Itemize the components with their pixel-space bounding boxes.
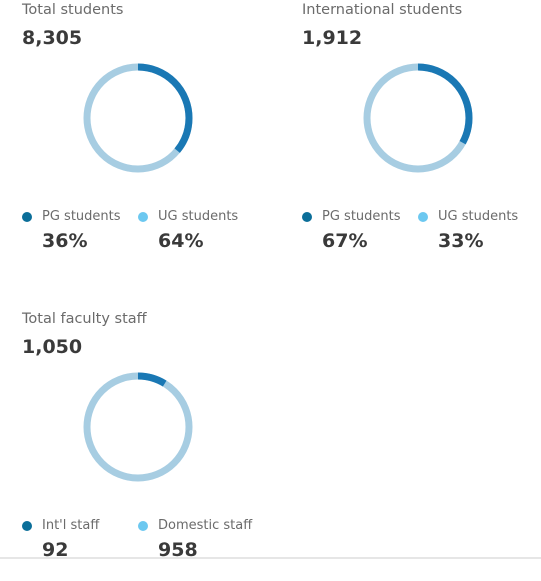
legend-item: Int'l staff 92 [22,518,152,564]
legend-item: PG students 36% [22,209,152,255]
legend-dot [138,212,148,222]
legend-item: UG students 33% [418,209,541,255]
legend-value: 92 [42,539,69,561]
legend-dot [418,212,428,222]
legend-value: 958 [158,539,198,561]
legend-value: 67% [322,230,368,252]
legend-label: UG students [438,209,519,224]
chart-title: Total students [22,2,124,18]
donut-chart [83,372,193,482]
panel-international-students: International students 1,912 PG students… [302,2,541,272]
donut-chart [363,63,473,173]
legend-dot [138,521,148,531]
legend-dot [302,212,312,222]
legend-label: Domestic staff [158,518,253,533]
legend-value: 36% [42,230,88,252]
donut-slice-pg-students [363,63,473,173]
legend-item: UG students 64% [138,209,268,255]
donut-chart [83,63,193,173]
chart-title: International students [302,2,463,18]
legend-value: 64% [158,230,204,252]
legend-label: PG students [42,209,121,224]
bottom-divider [0,557,541,559]
chart-total: 1,912 [302,27,363,49]
chart-total: 1,050 [22,336,83,358]
panel-total-students: Total students 8,305 PG students 36% UG … [22,2,282,272]
legend-item: Domestic staff 958 [138,518,268,564]
donut-slice-pg-students [83,63,193,173]
panel-total-faculty-staff: Total faculty staff 1,050 Int'l staff 92… [22,311,282,581]
chart-total: 8,305 [22,27,83,49]
donut-slice-domestic-staff [83,372,193,482]
legend-label: Int'l staff [42,518,100,533]
legend-item: PG students 67% [302,209,432,255]
legend-dot [22,521,32,531]
legend-value: 33% [438,230,484,252]
legend-dot [22,212,32,222]
donut-slice-int-l-staff [83,372,193,482]
legend-label: PG students [322,209,401,224]
legend-label: UG students [158,209,239,224]
chart-title: Total faculty staff [22,311,147,327]
